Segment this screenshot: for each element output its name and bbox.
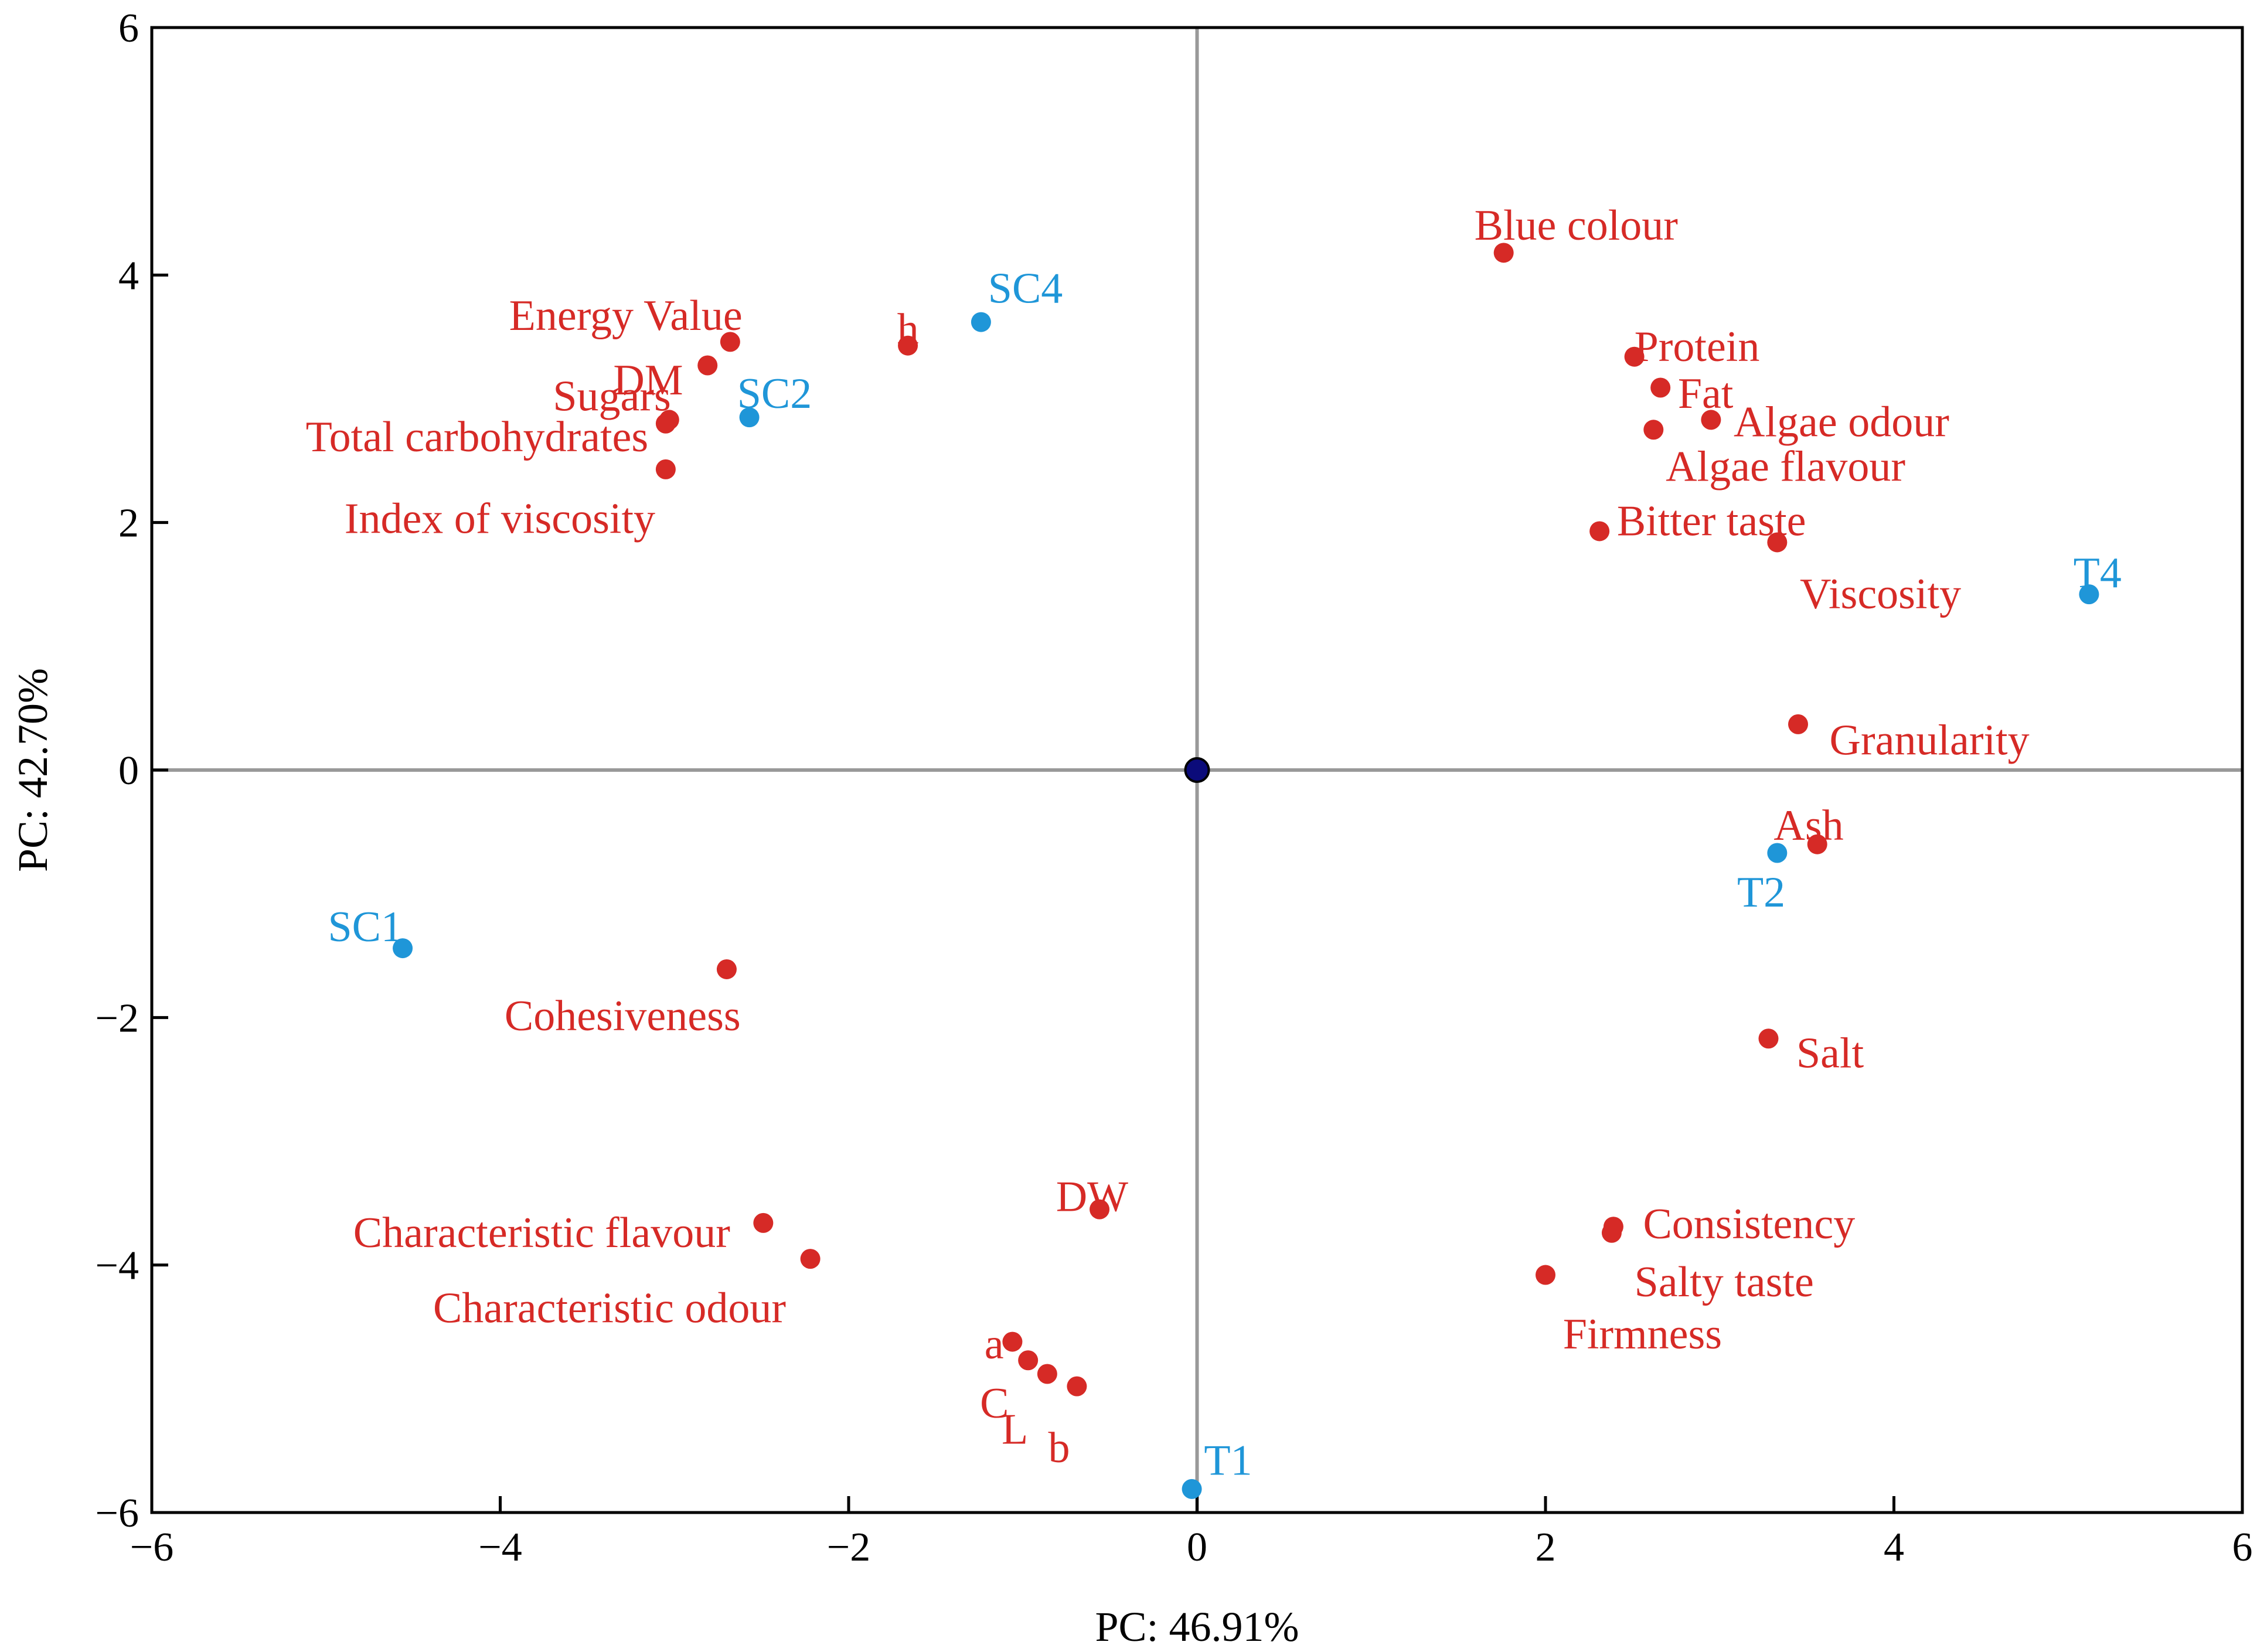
x-tick-label: 0 [1187, 1525, 1207, 1570]
point-h [898, 335, 918, 356]
y-tick-label: 0 [118, 748, 139, 793]
x-tick-label: 6 [2232, 1525, 2253, 1570]
point-sc1 [393, 938, 413, 959]
label-firmness: Firmness [1563, 1310, 1722, 1358]
label-characteristic-odour: Characteristic odour [433, 1285, 786, 1333]
label-t1: T1 [1204, 1436, 1252, 1484]
label-b: b [1048, 1424, 1070, 1472]
label-h: h [897, 305, 919, 353]
point-l [1037, 1364, 1057, 1384]
point-bitter-taste [1589, 521, 1610, 541]
point-granularity [1788, 714, 1809, 734]
point-characteristic-flavour [753, 1212, 774, 1233]
x-tick-label: −6 [130, 1525, 173, 1570]
y-tick-label: 6 [118, 6, 139, 51]
label-viscosity: Viscosity [1800, 570, 1961, 618]
point-a [1002, 1331, 1023, 1352]
x-tick-label: −4 [478, 1525, 522, 1570]
tick-labels: −6 −4 −2 0 2 4 6 6 4 2 0 −2 −4 −6 [96, 6, 2253, 1570]
label-dm: DM [613, 356, 683, 404]
label-algae-odour: Algae odour [1734, 398, 1949, 447]
x-tick-label: 2 [1536, 1525, 1556, 1570]
point-t2 [1767, 843, 1788, 863]
label-sc2: SC2 [737, 370, 812, 418]
label-sugars: Sugars [553, 372, 670, 420]
label-cohesiveness: Cohesiveness [505, 992, 741, 1040]
point-t4 [2079, 584, 2099, 605]
point-algae-odour [1701, 410, 1721, 430]
y-tick-label: −4 [96, 1244, 139, 1289]
label-sc4: SC4 [988, 265, 1063, 313]
y-tick-label: 4 [118, 253, 139, 298]
label-consistency: Consistency [1643, 1200, 1855, 1248]
point-viscosity [1767, 532, 1788, 553]
label-algae-flavour: Algae flavour [1666, 443, 1905, 491]
x-tick-label: 4 [1884, 1525, 1904, 1570]
point-dw [1090, 1199, 1110, 1220]
point-ash [1807, 834, 1827, 854]
label-index-of-viscosity: Index of viscosity [345, 495, 655, 543]
point-sc2 [739, 407, 760, 428]
label-granularity: Granularity [1830, 716, 2030, 764]
point-sugars [655, 413, 676, 434]
label-characteristic-flavour: Characteristic flavour [353, 1209, 730, 1257]
x-tick-label: −2 [827, 1525, 870, 1570]
point-b [1067, 1376, 1087, 1396]
y-tick-label: −6 [96, 1491, 139, 1536]
point-salt [1758, 1028, 1779, 1049]
point-energy-value [720, 332, 740, 352]
y-tick-label: −2 [96, 996, 139, 1041]
point-dm [697, 355, 718, 376]
point-index-of-viscosity [655, 459, 676, 479]
label-dw: DW [1056, 1173, 1128, 1221]
point-salty-taste [1601, 1222, 1622, 1243]
point-sc4 [971, 312, 991, 332]
origin-point [1184, 757, 1210, 783]
label-ash: Ash [1773, 802, 1843, 850]
label-t4: T4 [2074, 549, 2122, 597]
label-protein: Protein [1635, 323, 1760, 371]
point-c [1018, 1350, 1039, 1371]
label-energy-value: Energy Value [509, 292, 743, 340]
point-blue-colour [1493, 243, 1514, 263]
label-c: C [980, 1379, 1009, 1428]
point-t1 [1182, 1479, 1202, 1499]
point-protein [1624, 346, 1645, 367]
label-blue-colour: Blue colour [1475, 202, 1678, 250]
label-t2: T2 [1737, 868, 1785, 917]
point-algae-flavour [1643, 420, 1664, 440]
label-salt: Salt [1796, 1030, 1864, 1078]
point-firmness [1536, 1265, 1555, 1285]
label-total-carbohydrates: Total carbohydrates [306, 413, 649, 461]
label-bitter-taste: Bitter taste [1617, 498, 1806, 546]
label-salty-taste: Salty taste [1635, 1258, 1814, 1306]
label-l: L [1002, 1406, 1028, 1454]
point-fat [1650, 377, 1671, 398]
tick-marks [150, 26, 2244, 1514]
y-axis-title: PC: 42.70% [9, 668, 56, 872]
point-cohesiveness [716, 959, 737, 979]
data-points [393, 243, 2099, 1499]
label-sc1: SC1 [328, 903, 403, 951]
point-characteristic-odour [800, 1249, 821, 1269]
x-axis-title: PC: 46.91% [1095, 1603, 1299, 1650]
label-a: a [985, 1320, 1004, 1368]
y-tick-label: 2 [118, 501, 139, 546]
label-fat: Fat [1678, 370, 1734, 418]
